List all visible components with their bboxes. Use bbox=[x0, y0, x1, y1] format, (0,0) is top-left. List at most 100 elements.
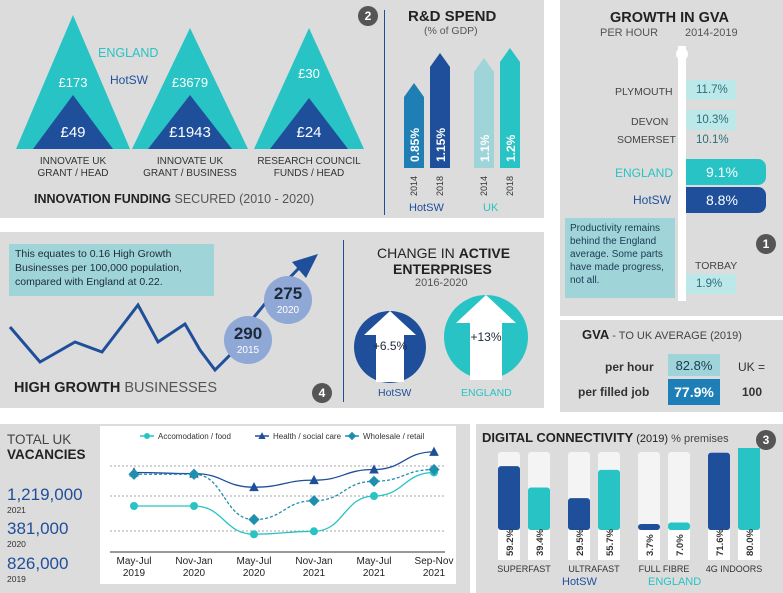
vac-legend-label-1: Health / social care bbox=[273, 432, 342, 441]
rd-bar-1 bbox=[430, 53, 450, 168]
rd-bar-value-3: 1.2% bbox=[504, 134, 518, 162]
innovation-title-bold: INNOVATION FUNDING bbox=[34, 192, 172, 206]
vac-point-2-0 bbox=[128, 468, 140, 480]
connectivity-panel bbox=[476, 424, 783, 593]
vac-x-tick-2: May-Jul bbox=[236, 556, 271, 567]
bubble-2015-year: 2015 bbox=[236, 345, 260, 356]
enterprises-england-value: +13% bbox=[470, 330, 502, 344]
rd-bar-year-1: 2018 bbox=[435, 176, 445, 196]
gva-per-hour-label: per hour bbox=[605, 360, 654, 374]
rd-badge: 2 bbox=[358, 6, 378, 26]
innovation-head-label-line2: GRANT / HEAD bbox=[37, 168, 109, 179]
rd-bar-3 bbox=[500, 48, 520, 168]
connectivity-badge: 3 bbox=[756, 430, 776, 450]
gva-row-plymouth-value: 11.7% bbox=[686, 80, 736, 100]
dc-value-0-england: 39.4% bbox=[535, 529, 546, 556]
dc-bar-2-england bbox=[668, 522, 690, 530]
gva-avg-title: GVA - TO UK AVERAGE (2019) bbox=[582, 327, 742, 342]
dc-bar-0-hotsw bbox=[498, 466, 520, 530]
innovation-business-england-value: £3679 bbox=[171, 75, 209, 90]
rd-group-uk: UK bbox=[483, 202, 499, 214]
gva-row-somerset-value: 10.1% bbox=[696, 134, 729, 146]
dc-value-0-hotsw: 59.2% bbox=[505, 529, 516, 556]
innovation-title-rest: SECURED (2010 - 2020) bbox=[171, 192, 315, 206]
rd-bar-year-0: 2014 bbox=[409, 176, 419, 196]
vac-x-tick-3: Nov-Jan bbox=[295, 556, 332, 567]
enterprises-title-line2: ENTERPRISES bbox=[393, 261, 492, 277]
vacancies-2020-value: 381,000 bbox=[7, 519, 69, 538]
vacancies-2020-year: 2020 bbox=[7, 539, 26, 549]
vacancies-title-line1: TOTAL UK bbox=[7, 432, 72, 447]
gva-per-job-value: 77.9% bbox=[668, 379, 720, 405]
vac-point-2-4 bbox=[368, 475, 380, 487]
dc-label-bg-3-england bbox=[738, 530, 760, 560]
vacancies-2021-value: 1,219,000 bbox=[7, 485, 83, 504]
dc-value-2-hotsw: 3.7% bbox=[645, 534, 656, 556]
gva-row-hotsw-label: HotSW bbox=[633, 193, 672, 207]
growth-zigzag bbox=[8, 254, 318, 373]
legend-england: ENGLAND bbox=[98, 46, 159, 60]
vac-point-1-4 bbox=[369, 464, 379, 474]
vac-legend-label-2: Wholesale / retail bbox=[363, 432, 425, 441]
vac-point-1-2 bbox=[249, 481, 259, 492]
rd-bar-year-2: 2014 bbox=[479, 176, 489, 196]
enterprises-hotsw-value: +6.5% bbox=[372, 339, 408, 353]
dc-label-bg-2-england bbox=[668, 530, 690, 560]
dc-label-bg-2-hotsw bbox=[638, 530, 660, 560]
vac-x-tick-year-1: 2020 bbox=[183, 568, 206, 579]
innovation-research-label-line1: RESEARCH COUNCIL bbox=[257, 156, 361, 167]
connectivity-chart: 59.2% 39.4% SUPERFAST 29.5% 55.7% ULTRAFAST 3.… bbox=[497, 448, 762, 574]
innovation-research-label-line2: FUNDS / HEAD bbox=[273, 168, 345, 179]
gva-row-somerset-label: SOMERSET bbox=[617, 134, 676, 146]
growth-divider bbox=[343, 240, 344, 402]
dc-bar-0-england bbox=[528, 487, 550, 530]
innovation-research-england-value: £30 bbox=[298, 66, 320, 81]
rd-bar-value-2: 1.1% bbox=[478, 134, 492, 162]
dc-bar-2-hotsw bbox=[638, 524, 660, 530]
dc-label-bg-1-england bbox=[598, 530, 620, 560]
vac-x-tick-year-4: 2021 bbox=[363, 568, 386, 579]
vacancies-title-line2: VACANCIES bbox=[7, 447, 86, 462]
connectivity-legend-england: ENGLAND bbox=[648, 576, 702, 588]
vac-point-0-2 bbox=[250, 530, 258, 539]
bubble-2015 bbox=[224, 316, 272, 364]
rd-title: R&D SPEND bbox=[408, 8, 497, 25]
enterprises-england-label: ENGLAND bbox=[461, 387, 512, 399]
vac-point-0-3 bbox=[310, 527, 318, 536]
vac-legend-marker-1 bbox=[258, 432, 266, 439]
gva-row-england-label: ENGLAND bbox=[615, 166, 674, 180]
dc-value-3-england: 80.0% bbox=[745, 529, 756, 556]
vac-x-tick-5: Sep-Nov bbox=[415, 556, 454, 567]
gva-row-devon-value: 10.3% bbox=[686, 110, 736, 130]
gva-row-devon-label: DEVON bbox=[631, 116, 669, 128]
vacancies-stat-2019: 826,000 2019 bbox=[7, 554, 68, 584]
dc-value-2-england: 7.0% bbox=[675, 534, 686, 556]
vac-legend-marker-2 bbox=[347, 431, 357, 441]
growth-arrow-head bbox=[292, 254, 318, 278]
innovation-business-label-line1: INNOVATE UK bbox=[156, 156, 224, 167]
vac-point-0-1 bbox=[190, 502, 198, 510]
vac-point-0-0 bbox=[130, 502, 138, 510]
bubble-2020 bbox=[264, 276, 312, 324]
enterprises-arrows bbox=[354, 295, 528, 383]
innovation-research-hotsw-value: £24 bbox=[296, 124, 322, 141]
vac-x-tick-4: May-Jul bbox=[356, 556, 391, 567]
vac-series-line-0 bbox=[133, 471, 435, 535]
vac-x-tick-1: Nov-Jan bbox=[175, 556, 212, 567]
vac-legend-marker-0 bbox=[144, 433, 150, 439]
enterprises-years: 2016-2020 bbox=[415, 277, 468, 289]
gva-subtitle-left: PER HOUR bbox=[600, 27, 659, 39]
rd-bar-value-1: 1.15% bbox=[434, 128, 448, 162]
gva-subtitle-right: 2014-2019 bbox=[685, 27, 738, 39]
legend-hotsw: HotSW bbox=[110, 73, 149, 87]
vac-point-2-3 bbox=[308, 495, 320, 507]
dc-bar-1-england bbox=[598, 469, 620, 530]
dc-group-label-0: SUPERFAST bbox=[497, 564, 551, 574]
vac-series-line-1 bbox=[133, 451, 435, 488]
rd-bar-year-3: 2018 bbox=[505, 176, 515, 196]
vac-point-1-3 bbox=[309, 474, 319, 485]
gva-per-job-label: per filled job bbox=[578, 385, 650, 399]
growth-title: HIGH GROWTH BUSINESSES bbox=[14, 380, 217, 396]
triangle-business bbox=[132, 28, 248, 149]
vacancies-stat-2020: 381,000 2020 bbox=[7, 519, 68, 549]
